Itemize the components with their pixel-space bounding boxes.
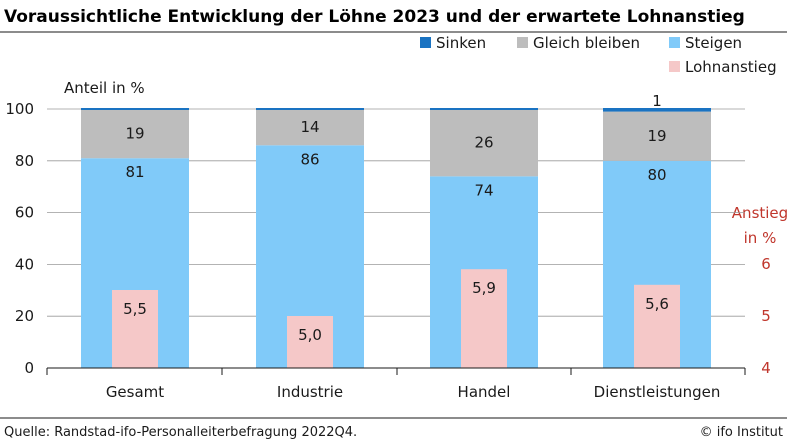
bar-sinken-dienstleistungen (603, 108, 711, 112)
label-steigen-dienstleistungen: 80 (647, 166, 666, 184)
label-gleich-bleiben-industrie: 14 (300, 118, 319, 136)
y-tick-label: 0 (24, 359, 34, 377)
y-tick-label: 20 (15, 307, 34, 325)
credit-note: © ifo Institut (700, 425, 783, 440)
legend-label-sinken: Sinken (436, 34, 486, 52)
y2-tick-label: 4 (761, 359, 771, 377)
y-tick-label: 60 (15, 204, 34, 222)
y-tick-label: 100 (5, 100, 34, 118)
label-lohnanstieg-handel: 5,9 (472, 279, 496, 297)
label-steigen-gesamt: 81 (125, 163, 144, 181)
y-axis-label: Anteil in % (64, 79, 145, 97)
bar-lohnanstieg-dienstleistungen (634, 284, 680, 368)
legend: Sinken Gleich bleiben Steigen Lohnanstieg (420, 34, 777, 76)
bar-gleich-bleiben-dienstleistungen (603, 111, 711, 161)
x-axis-ticks: Gesamt Industrie Handel Dienstleistungen (46, 368, 746, 401)
bar-gleich-bleiben-industrie (256, 109, 364, 146)
y2-axis-label-line1: Anstieg (732, 204, 787, 222)
label-lohnanstieg-gesamt: 5,5 (123, 300, 147, 318)
x-tick-label: Gesamt (106, 383, 164, 401)
bar-sinken-handel (430, 108, 538, 110)
bar-lohnanstieg-handel (461, 269, 507, 368)
y-tick-label: 40 (15, 255, 34, 273)
y2-tick-label: 5 (761, 307, 771, 325)
x-tick-label: Handel (458, 383, 511, 401)
y2-axis-label-line2: in % (744, 229, 777, 247)
chart-title: Voraussichtliche Entwicklung der Löhne 2… (4, 7, 745, 27)
legend-swatch-lohnanstieg (669, 61, 680, 72)
y2-tick-label: 6 (761, 255, 771, 273)
legend-label-steigen: Steigen (685, 34, 742, 52)
label-steigen-industrie: 86 (300, 150, 319, 168)
label-lohnanstieg-dienstleistungen: 5,6 (645, 295, 669, 313)
legend-swatch-sinken (420, 37, 431, 48)
bar-gleich-bleiben-gesamt (81, 109, 189, 159)
y-axis-ticks: 0 20 40 60 80 100 (5, 100, 34, 377)
source-note: Quelle: Randstad-ifo-Personalleiterbefra… (4, 425, 357, 440)
bar-lohnanstieg-gesamt (112, 290, 158, 368)
x-tick-label: Industrie (277, 383, 343, 401)
label-gleich-bleiben-dienstleistungen: 19 (647, 127, 666, 145)
legend-label-gleich-bleiben: Gleich bleiben (533, 34, 640, 52)
bar-sinken-gesamt (81, 108, 189, 110)
y-tick-label: 80 (15, 152, 34, 170)
y2-axis-ticks: 4 5 6 (761, 255, 771, 377)
bar-sinken-industrie (256, 108, 364, 110)
legend-swatch-gleich-bleiben (517, 37, 528, 48)
label-gleich-bleiben-gesamt: 19 (125, 125, 144, 143)
bar-lohnanstieg-industrie (287, 316, 333, 368)
label-steigen-handel: 74 (474, 181, 493, 199)
legend-label-lohnanstieg: Lohnanstieg (685, 58, 777, 76)
x-tick-label: Dienstleistungen (594, 383, 721, 401)
legend-swatch-steigen (669, 37, 680, 48)
bar-gleich-bleiben-handel (430, 109, 538, 177)
label-lohnanstieg-industrie: 5,0 (298, 326, 322, 344)
label-sinken-dienstleistungen: 1 (652, 92, 662, 110)
label-gleich-bleiben-handel: 26 (474, 134, 493, 152)
bars: 81 19 5,5 86 14 5,0 74 26 5,9 80 19 1 5,6 (81, 92, 711, 368)
